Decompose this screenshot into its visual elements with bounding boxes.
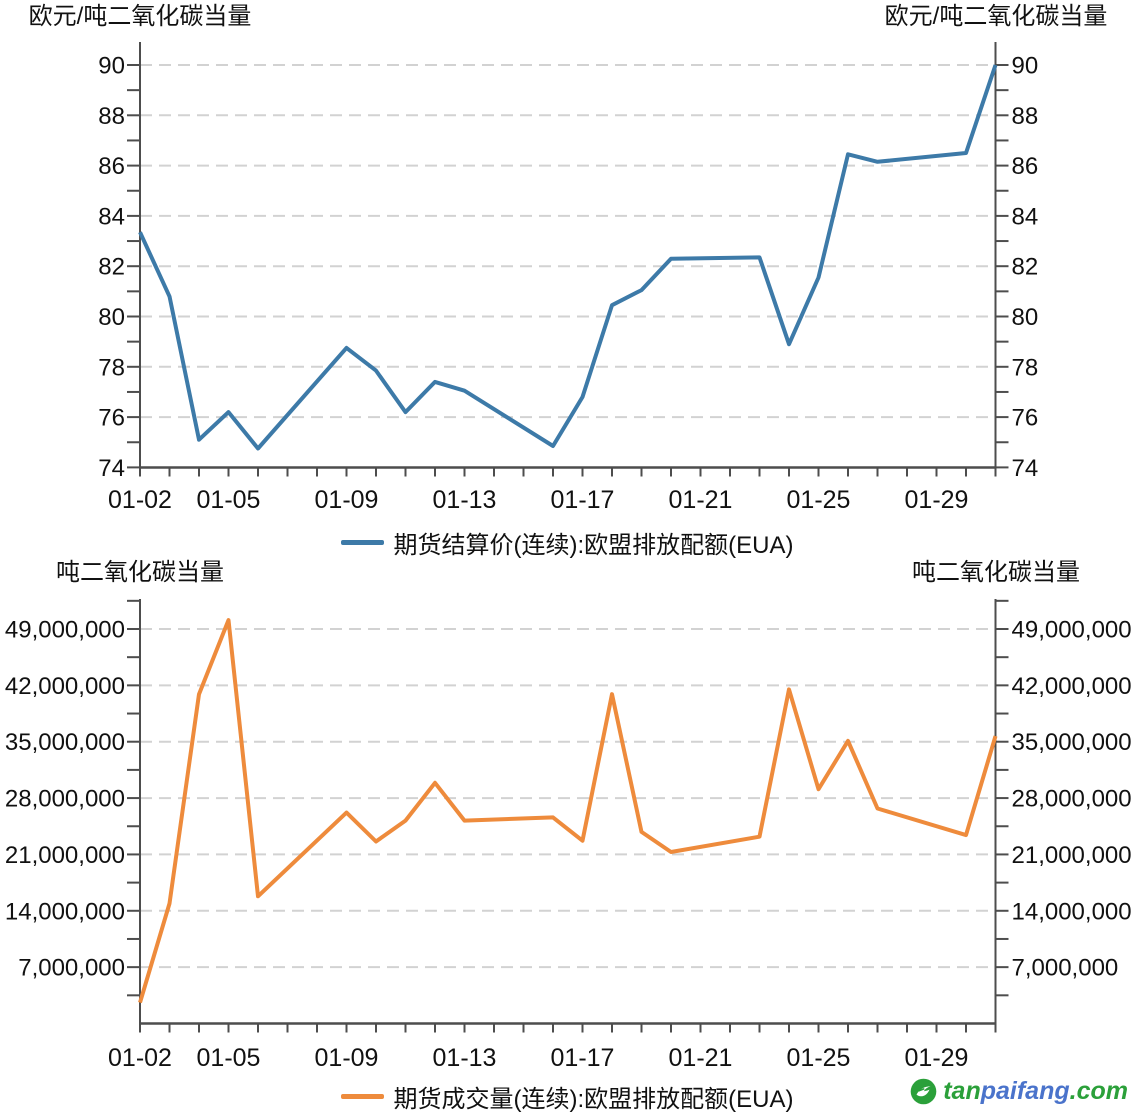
watermark-text-paifang: paifang: [980, 1076, 1070, 1105]
price-y-tick-label-right: 84: [1012, 203, 1039, 230]
volume-x-tick-label: 01-17: [551, 1044, 615, 1072]
price-y-tick-label-left: 74: [98, 455, 125, 482]
price-y-tick-label-right: 76: [1012, 405, 1039, 432]
volume-y-tick-label-left: 14,000,000: [5, 898, 125, 925]
volume-legend-line-swatch: [340, 1093, 384, 1099]
volume-y-tick-label-left: 49,000,000: [5, 617, 125, 644]
price-x-tick-label: 01-21: [669, 486, 733, 514]
volume-y-tick-label-left: 42,000,000: [5, 673, 125, 700]
price-x-tick-label: 01-13: [433, 486, 497, 514]
price-y-tick-label-left: 76: [98, 405, 125, 432]
price-legend-line-swatch: [340, 539, 384, 545]
price-y-tick-label-right: 86: [1012, 153, 1039, 180]
price-y-tick-label-left: 84: [98, 203, 125, 230]
volume-y-tick-label-left: 28,000,000: [5, 786, 125, 813]
price-x-tick-label: 01-17: [551, 486, 615, 514]
price-x-tick-label: 01-09: [315, 486, 379, 514]
price-x-tick-label: 01-25: [787, 486, 851, 514]
watermark-text-tan: tan: [943, 1076, 981, 1105]
price-y-tick-label-left: 82: [98, 254, 125, 281]
price-y-tick-label-left: 88: [98, 103, 125, 130]
price-y-tick-label-right: 88: [1012, 103, 1039, 130]
volume-x-tick-label: 01-29: [905, 1044, 969, 1072]
price-line: [138, 64, 998, 451]
price-y-tick-label-right: 80: [1012, 304, 1039, 331]
price-y-tick-label-right: 82: [1012, 254, 1039, 281]
price-chart-unit-label-left: 欧元/吨二氧化碳当量: [28, 3, 252, 30]
price-x-tick-label: 01-29: [905, 486, 969, 514]
price-y-tick-label-left: 78: [98, 354, 125, 381]
volume-chart-unit-label-left: 吨二氧化碳当量: [56, 559, 224, 586]
price-x-tick-label: 01-05: [197, 486, 261, 514]
volume-y-tick-label-left: 21,000,000: [5, 842, 125, 869]
price-y-tick-label-left: 80: [98, 304, 125, 331]
price-x-tick-label: 01-02: [108, 486, 172, 514]
volume-y-tick-label-right: 14,000,000: [1012, 898, 1132, 925]
volume-x-tick-label: 01-05: [197, 1044, 261, 1072]
price-chart-legend: 期货结算价(连续):欧盟排放配额(EUA): [0, 527, 1134, 559]
price-y-tick-label-left: 90: [98, 53, 125, 80]
price-legend-label: 期货结算价(连续):欧盟排放配额(EUA): [393, 531, 794, 559]
volume-y-tick-label-right: 28,000,000: [1012, 786, 1132, 813]
volume-y-tick-label-right: 21,000,000: [1012, 842, 1132, 869]
watermark-text-com: .com: [1069, 1076, 1128, 1105]
volume-x-tick-label: 01-21: [669, 1044, 733, 1072]
volume-x-tick-label: 01-13: [433, 1044, 497, 1072]
tanpaifang-watermark: tanpaifang.com: [910, 1076, 1128, 1106]
volume-y-tick-label-right: 7,000,000: [1012, 955, 1119, 982]
price-y-tick-label-right: 90: [1012, 53, 1039, 80]
volume-x-tick-label: 01-25: [787, 1044, 851, 1072]
volume-x-tick-label: 01-02: [108, 1044, 172, 1072]
volume-line: [138, 618, 998, 1004]
volume-y-tick-label-right: 35,000,000: [1012, 729, 1132, 756]
tanpaifang-logo-icon: [910, 1078, 937, 1104]
volume-y-tick-label-right: 42,000,000: [1012, 673, 1132, 700]
price-y-tick-label-right: 74: [1012, 455, 1039, 482]
volume-y-tick-label-left: 35,000,000: [5, 729, 125, 756]
volume-legend-label: 期货成交量(连续):欧盟排放配额(EUA): [393, 1085, 794, 1113]
price-y-tick-label-right: 78: [1012, 354, 1039, 381]
price-y-tick-label-left: 86: [98, 153, 125, 180]
volume-chart-unit-label-right: 吨二氧化碳当量: [912, 559, 1080, 586]
volume-y-tick-label-left: 7,000,000: [18, 955, 125, 982]
price-chart-unit-label-right: 欧元/吨二氧化碳当量: [884, 3, 1108, 30]
volume-chart-legend: 期货成交量(连续):欧盟排放配额(EUA): [0, 1081, 1134, 1113]
volume-x-tick-label: 01-09: [315, 1044, 379, 1072]
volume-y-tick-label-right: 49,000,000: [1012, 617, 1132, 644]
